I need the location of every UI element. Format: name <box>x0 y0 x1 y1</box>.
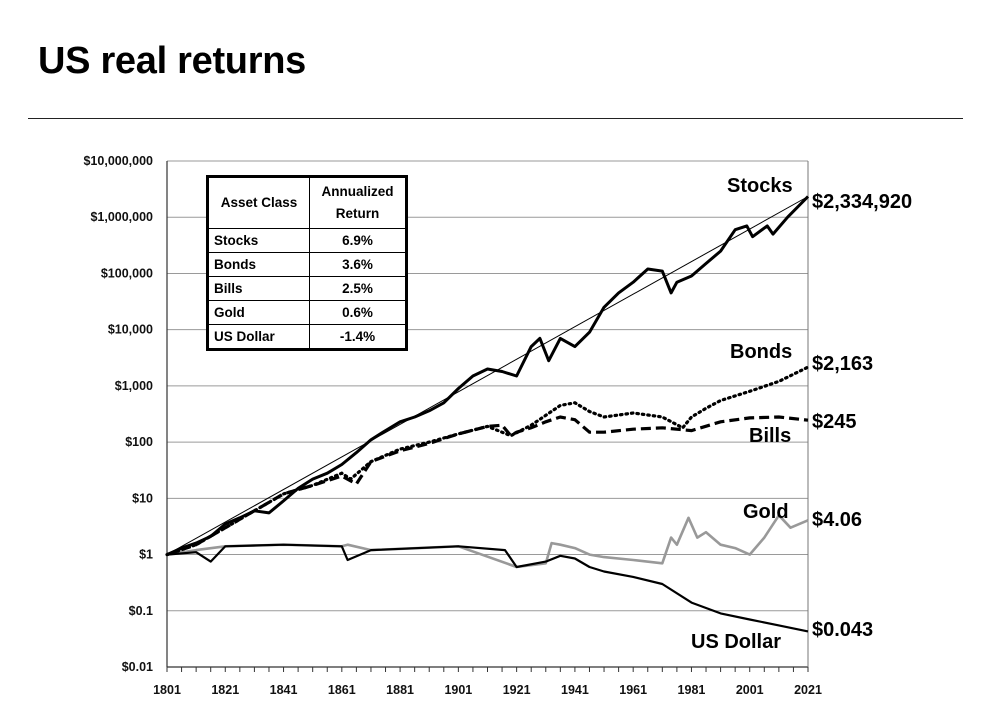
y-tick-label: $1 <box>139 548 153 562</box>
table-header-row: Asset Class Annualized Return <box>207 176 407 229</box>
table-row: US Dollar -1.4% <box>207 324 407 350</box>
series-name-label-bonds: Bonds <box>730 341 792 363</box>
table-row: Stocks 6.9% <box>207 228 407 253</box>
y-tick-label: $10,000,000 <box>83 154 153 168</box>
title-divider <box>28 118 963 119</box>
header-annualized-return: Annualized Return <box>309 176 407 229</box>
table-row: Bonds 3.6% <box>207 252 407 277</box>
series-name-label-bills: Bills <box>749 425 791 447</box>
table-row: Gold 0.6% <box>207 300 407 325</box>
y-tick-label: $1,000 <box>115 379 153 393</box>
x-tick-label: 1901 <box>444 683 472 697</box>
end-value-label-gold: $4.06 <box>812 509 862 531</box>
row-return-value: 3.6% <box>309 252 407 277</box>
row-asset-name: Gold <box>207 300 310 325</box>
series-line-stocks-trend <box>166 196 809 556</box>
series-line-us-dollar <box>166 543 809 633</box>
x-tick-label: 1881 <box>386 683 414 697</box>
row-asset-name: Stocks <box>207 228 310 253</box>
x-tick-label: 1841 <box>270 683 298 697</box>
series-name-label-gold: Gold <box>743 501 789 523</box>
series-line-stocks <box>166 195 810 556</box>
header-annualized-line1: Annualized <box>321 184 394 199</box>
series-name-label-us-dollar: US Dollar <box>691 631 781 653</box>
row-return-value: -1.4% <box>309 324 407 350</box>
header-asset-class: Asset Class <box>207 176 310 229</box>
end-value-label-stocks: $2,334,920 <box>812 191 912 213</box>
page-title: US real returns <box>38 40 306 82</box>
header-annualized-line2: Return <box>335 206 380 221</box>
y-tick-label: $100,000 <box>101 266 153 280</box>
x-tick-label: 1861 <box>328 683 356 697</box>
series-name-label-stocks: Stocks <box>727 175 793 197</box>
x-tick-label: 1981 <box>678 683 706 697</box>
end-value-label-bonds: $2,163 <box>812 353 873 375</box>
end-value-label-bills: $245 <box>812 411 857 433</box>
y-tick-label: $10 <box>132 491 153 505</box>
table-row: Bills 2.5% <box>207 276 407 301</box>
end-value-label-us-dollar: $0.043 <box>812 619 873 641</box>
series-line-gold <box>166 514 809 569</box>
series-line-bonds <box>165 365 810 557</box>
row-return-value: 0.6% <box>309 300 407 325</box>
y-tick-label: $0.1 <box>129 604 153 618</box>
x-tick-label: 2001 <box>736 683 764 697</box>
row-asset-name: Bonds <box>207 252 310 277</box>
row-asset-name: Bills <box>207 276 310 301</box>
row-return-value: 2.5% <box>309 276 407 301</box>
x-tick-label: 1961 <box>619 683 647 697</box>
row-asset-name: US Dollar <box>207 324 310 350</box>
x-tick-label: 1801 <box>153 683 181 697</box>
y-tick-label: $0.01 <box>122 660 153 674</box>
x-tick-label: 1941 <box>561 683 589 697</box>
x-tick-label: 1821 <box>211 683 239 697</box>
y-tick-label: $10,000 <box>108 323 153 337</box>
returns-table: Asset Class Annualized Return Stocks 6.9… <box>206 175 408 351</box>
series-line-bills <box>166 415 809 557</box>
row-return-value: 6.9% <box>309 228 407 253</box>
y-tick-label: $100 <box>125 435 153 449</box>
x-tick-label: 2021 <box>794 683 822 697</box>
x-tick-label: 1921 <box>503 683 531 697</box>
y-tick-label: $1,000,000 <box>90 210 153 224</box>
